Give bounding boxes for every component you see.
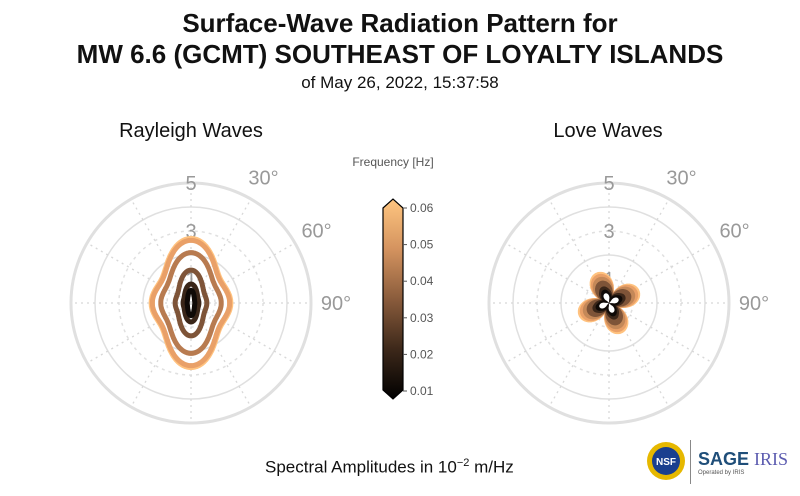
rayleigh-panel-title: Rayleigh Waves [119, 120, 263, 142]
chart-title-line-2: MW 6.6 (GCMT) SOUTHEAST OF LOYALTY ISLAN… [76, 39, 724, 69]
radial-tick-label: 5 [603, 173, 614, 195]
grid-circle [487, 181, 731, 425]
grid-spoke [608, 198, 670, 304]
footer-units-label: Spectral Amplitudes in 10−2 m/Hz [265, 457, 514, 478]
operated-by-text: Operated by IRIS [698, 470, 745, 476]
angle-tick-label: 30° [666, 167, 696, 189]
colorbar-tick-label: 0.01 [410, 384, 434, 398]
logo-divider [690, 440, 691, 484]
grid-spoke [548, 302, 610, 408]
rayleigh-series-curve [172, 267, 210, 339]
angle-tick-label: 30° [248, 167, 278, 189]
angle-tick-label: 60° [719, 221, 749, 243]
nsf-logo: NSF [647, 442, 685, 480]
colorbar-tick-label: 0.03 [410, 311, 434, 325]
love-inner-curve [597, 291, 621, 315]
grid-circle [69, 181, 313, 425]
radial-tick-label: 1 [185, 269, 196, 291]
grid-spoke [190, 302, 296, 364]
grid-spoke [86, 302, 192, 364]
grid-spoke [504, 242, 610, 304]
colorbar-tick-label: 0.05 [410, 238, 434, 252]
rayleigh-series-curve [149, 237, 233, 369]
grid-spoke [190, 242, 296, 304]
grid-spoke [130, 198, 192, 304]
radial-tick-label: 5 [185, 173, 196, 195]
nsf-logo-text: NSF [656, 457, 676, 468]
footer-exponent: −2 [456, 457, 470, 469]
rayleigh-series-curve [184, 287, 198, 319]
sage-logo-text: SAGE [698, 449, 750, 469]
sage-iris-logo: SAGE IRIS [698, 449, 788, 470]
iris-logo-text: IRIS [754, 449, 789, 469]
grid-spoke [86, 242, 192, 304]
colorbar-tick-label: 0.06 [410, 201, 434, 215]
rayleigh-polar-plot: 1 3 5 30° 60° 90° [69, 167, 351, 425]
chart-subtitle: of May 26, 2022, 15:37:58 [301, 73, 499, 92]
colorbar-label: Frequency [Hz] [352, 155, 433, 169]
radial-tick-label: 3 [603, 221, 614, 243]
grid-spoke [190, 198, 252, 304]
love-panel-title: Love Waves [553, 120, 663, 142]
angle-tick-label: 90° [739, 293, 769, 315]
grid-spoke [608, 302, 714, 364]
grid-spoke [130, 302, 192, 408]
angle-tick-label: 60° [301, 221, 331, 243]
angle-tick-label: 90° [321, 293, 351, 315]
grid-spoke [190, 302, 252, 408]
rayleigh-series-curve [180, 281, 202, 325]
radial-tick-label: 3 [185, 221, 196, 243]
rayleigh-series-curve [158, 250, 224, 356]
colorbar-tick-label: 0.02 [410, 347, 434, 361]
footer-prefix: Spectral Amplitudes in 10 [265, 457, 457, 477]
chart-title-line-1: Surface-Wave Radiation Pattern for [182, 8, 618, 38]
colorbar-tick-label: 0.04 [410, 274, 434, 288]
footer-suffix: m/Hz [469, 457, 514, 477]
colorbar-gradient [382, 198, 404, 400]
frequency-colorbar: Frequency [Hz] 0.06 0.05 0.04 0.03 0.02 0.01 [352, 155, 434, 400]
